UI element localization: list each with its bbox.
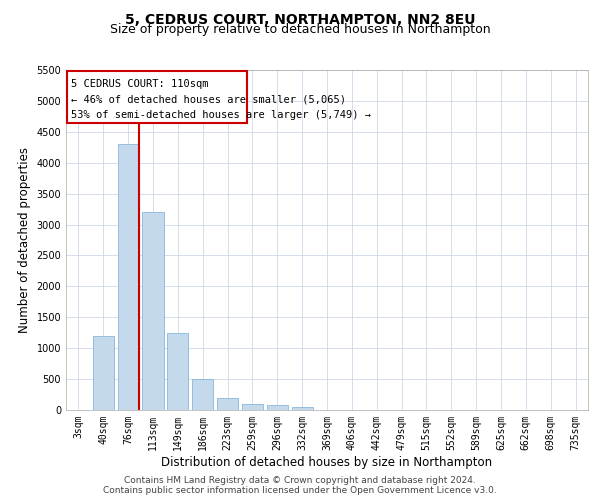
FancyBboxPatch shape [67, 71, 247, 122]
Bar [242, 404, 263, 410]
Bar [118, 144, 139, 410]
Text: Contains public sector information licensed under the Open Government Licence v3: Contains public sector information licen… [103, 486, 497, 495]
Text: 5, CEDRUS COURT, NORTHAMPTON, NN2 8EU: 5, CEDRUS COURT, NORTHAMPTON, NN2 8EU [125, 12, 475, 26]
Text: 53% of semi-detached houses are larger (5,749) →: 53% of semi-detached houses are larger (… [71, 110, 371, 120]
Y-axis label: Number of detached properties: Number of detached properties [18, 147, 31, 333]
Bar [267, 406, 288, 410]
Text: Contains HM Land Registry data © Crown copyright and database right 2024.: Contains HM Land Registry data © Crown c… [124, 476, 476, 485]
Bar [93, 336, 114, 410]
Bar [292, 407, 313, 410]
Bar [217, 398, 238, 410]
Text: ← 46% of detached houses are smaller (5,065): ← 46% of detached houses are smaller (5,… [71, 94, 346, 104]
Bar [142, 212, 164, 410]
Text: Size of property relative to detached houses in Northampton: Size of property relative to detached ho… [110, 22, 490, 36]
X-axis label: Distribution of detached houses by size in Northampton: Distribution of detached houses by size … [161, 456, 493, 468]
Bar [192, 379, 213, 410]
Text: 5 CEDRUS COURT: 110sqm: 5 CEDRUS COURT: 110sqm [71, 80, 208, 90]
Bar [167, 332, 188, 410]
